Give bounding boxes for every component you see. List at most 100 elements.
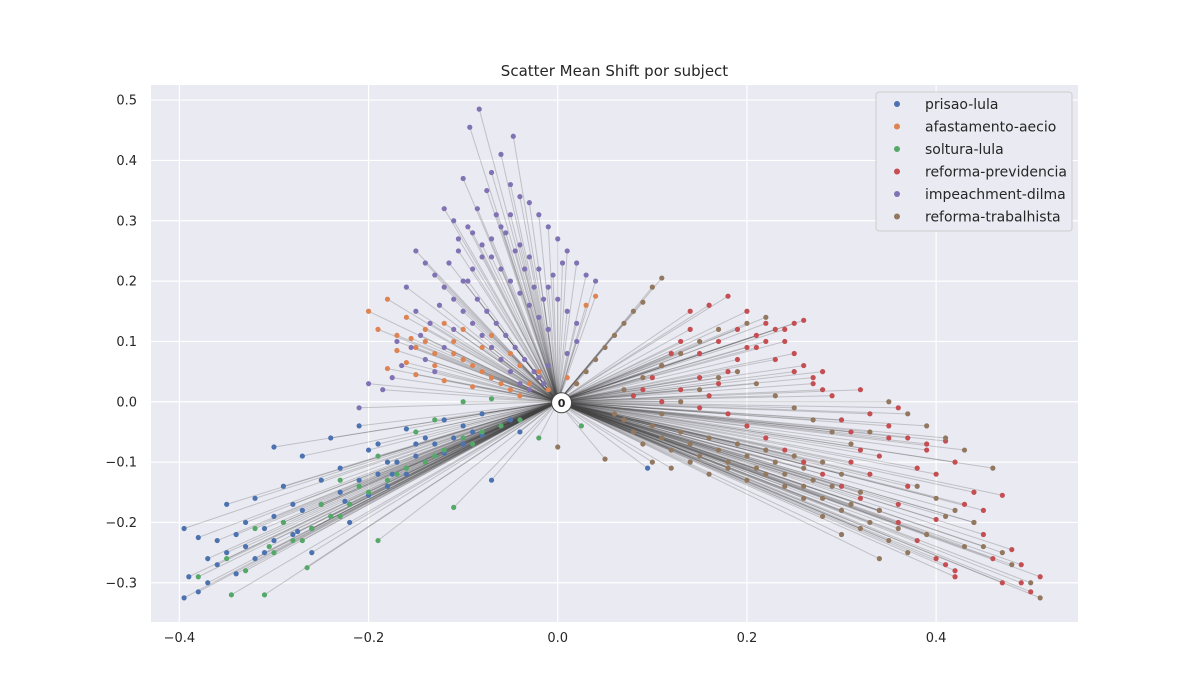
shift-line: [273, 401, 558, 554]
shift-line: [245, 401, 558, 523]
data-point: [924, 531, 930, 538]
data-point: [678, 429, 684, 435]
shift-line: [557, 401, 927, 427]
data-point: [592, 356, 599, 363]
shift-line: [481, 347, 559, 403]
shift-line: [472, 386, 558, 403]
shift-line: [439, 304, 559, 403]
data-point: [512, 248, 518, 254]
data-point: [706, 302, 712, 308]
data-point: [365, 489, 372, 495]
shift-line: [478, 109, 559, 402]
data-point: [886, 537, 892, 544]
shift-line: [557, 401, 908, 554]
shift-line: [557, 250, 568, 402]
shift-line: [557, 401, 1041, 578]
shift-line: [443, 322, 559, 403]
data-point: [394, 459, 400, 465]
data-point: [328, 435, 334, 441]
data-point: [838, 531, 845, 538]
shift-line: [557, 401, 748, 481]
data-point: [540, 381, 547, 387]
shift-line: [557, 389, 823, 403]
shift-line: [510, 389, 558, 403]
data-point: [460, 356, 466, 363]
shift-line: [359, 401, 558, 409]
data-point: [460, 326, 466, 332]
data-point: [271, 550, 277, 556]
shift-line: [245, 401, 558, 548]
shift-line: [557, 401, 870, 433]
data-point: [413, 248, 419, 254]
legend-marker: [894, 168, 900, 175]
data-point: [980, 531, 987, 538]
data-point: [820, 387, 826, 393]
shift-line: [557, 401, 937, 499]
data-point: [999, 492, 1005, 498]
data-point: [857, 495, 864, 501]
data-point: [394, 471, 400, 477]
legend-label: soltura-lula: [925, 142, 1004, 158]
data-point: [649, 423, 655, 429]
data-point: [848, 441, 854, 447]
shift-line: [434, 371, 558, 403]
data-point: [914, 537, 920, 544]
data-point: [782, 326, 788, 332]
data-point: [782, 483, 788, 489]
data-point: [233, 531, 239, 538]
shift-line: [283, 401, 558, 487]
data-point: [252, 556, 258, 562]
shift-line: [434, 365, 558, 403]
shift-line: [557, 401, 861, 451]
legend-label: afastamento-aecio: [925, 120, 1056, 136]
shift-line: [510, 353, 559, 403]
data-point: [744, 344, 750, 351]
shift-line: [557, 277, 663, 403]
data-point: [484, 308, 490, 314]
data-point: [914, 483, 920, 489]
data-point: [725, 411, 731, 417]
shift-line: [557, 328, 691, 403]
shift-line: [557, 401, 880, 457]
shift-line: [557, 346, 757, 403]
shift-line: [410, 337, 558, 403]
shift-line: [557, 296, 597, 402]
y-tick-label: 0.3: [116, 214, 137, 229]
data-point: [280, 519, 287, 526]
shift-line: [557, 401, 993, 469]
data-point: [838, 483, 845, 489]
data-point: [488, 169, 495, 176]
shift-line: [306, 401, 559, 569]
data-point: [446, 260, 452, 266]
shift-line: [434, 274, 559, 403]
data-point: [252, 525, 258, 532]
shift-line: [524, 359, 559, 403]
data-point: [417, 332, 424, 338]
shift-line: [557, 401, 871, 475]
shift-line: [557, 401, 890, 542]
data-point: [715, 447, 722, 453]
shift-line: [557, 401, 975, 523]
data-point: [961, 543, 968, 550]
shift-line: [557, 401, 927, 445]
shift-line: [557, 401, 975, 493]
data-point: [403, 359, 409, 366]
shift-line: [557, 401, 795, 409]
shift-line: [552, 275, 559, 402]
legend-label: impeachment-dilma: [925, 187, 1066, 203]
shift-line: [557, 401, 662, 415]
data-point: [905, 411, 911, 417]
data-point: [507, 278, 514, 284]
data-point: [451, 435, 457, 441]
data-point: [451, 338, 457, 345]
shift-line: [453, 341, 558, 403]
data-point: [801, 465, 807, 471]
data-point: [455, 248, 462, 254]
shift-line: [406, 401, 558, 475]
y-tick-label: 0.5: [116, 94, 137, 109]
shift-line: [557, 401, 965, 451]
y-tick-label: −0.2: [105, 516, 137, 531]
data-point: [181, 525, 187, 532]
data-point: [715, 375, 722, 381]
data-point: [857, 489, 864, 495]
